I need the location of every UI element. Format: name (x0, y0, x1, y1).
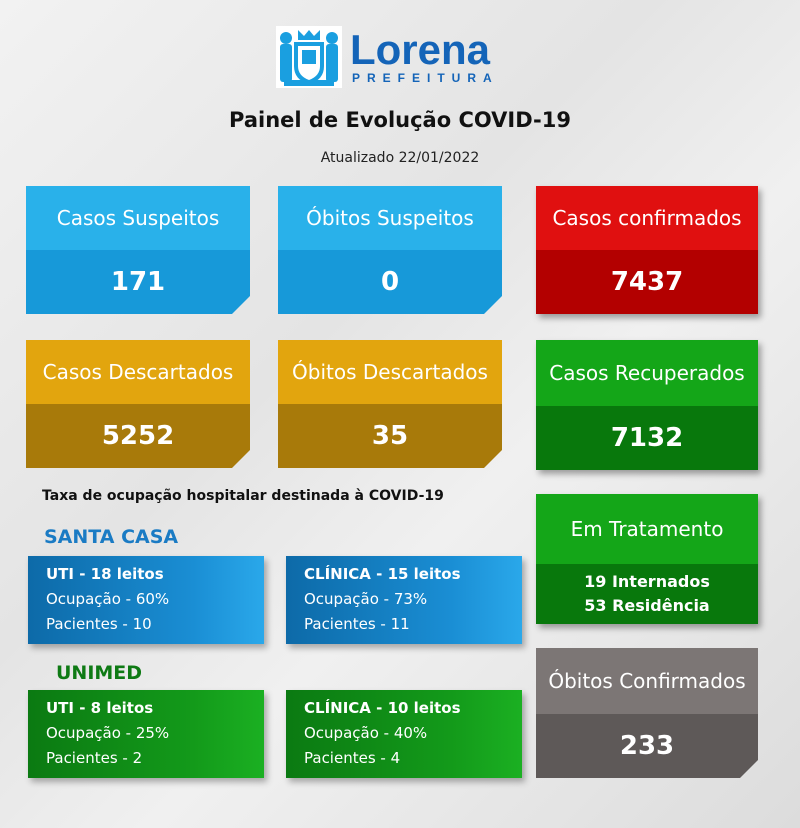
clinica-header: CLÍNICA - 15 leitos (304, 565, 461, 583)
card-obitos-suspeitos: Óbitos Suspeitos 0 (278, 186, 502, 314)
clinica-pacientes: Pacientes - 11 (304, 615, 410, 633)
santa-casa-uti: UTI - 18 leitos Ocupação - 60% Pacientes… (28, 556, 264, 644)
uti-pacientes: Pacientes - 2 (46, 749, 143, 767)
occupancy-title: Taxa de ocupação hospitalar destinada à … (42, 488, 444, 504)
card-casos-recuperados: Casos Recuperados 7132 (536, 340, 758, 470)
brand-name: Lorena (350, 26, 491, 73)
card-value: 233 (536, 714, 758, 778)
unimed-heading: UNIMED (56, 662, 143, 684)
card-value: 7437 (536, 250, 758, 314)
city-coat-of-arms-icon (276, 26, 342, 88)
card-casos-descartados: Casos Descartados 5252 (26, 340, 250, 468)
card-label: Casos Suspeitos (26, 186, 250, 250)
uti-header: UTI - 18 leitos (46, 565, 164, 583)
internados-count: 19 Internados (584, 572, 710, 591)
card-value: 5252 (26, 404, 250, 468)
lorena-logo: Lorena PREFEITURA (276, 26, 499, 88)
clinica-ocupacao: Ocupação - 73% (304, 590, 428, 608)
unimed-clinica: CLÍNICA - 10 leitos Ocupação - 40% Pacie… (286, 690, 522, 778)
brand-subtitle: PREFEITURA (352, 71, 499, 85)
uti-ocupacao: Ocupação - 60% (46, 590, 170, 608)
card-casos-suspeitos: Casos Suspeitos 171 (26, 186, 250, 314)
clinica-ocupacao: Ocupação - 40% (304, 724, 428, 742)
uti-pacientes: Pacientes - 10 (46, 615, 152, 633)
santa-casa-heading: SANTA CASA (44, 526, 179, 548)
clinica-pacientes: Pacientes - 4 (304, 749, 401, 767)
santa-casa-clinica: CLÍNICA - 15 leitos Ocupação - 73% Pacie… (286, 556, 522, 644)
card-obitos-descartados: Óbitos Descartados 35 (278, 340, 502, 468)
card-label: Casos Descartados (26, 340, 250, 404)
updated-date: Atualizado 22/01/2022 (320, 150, 480, 166)
card-label: Óbitos Descartados (278, 340, 502, 404)
card-em-tratamento: Em Tratamento 19 Internados 53 Residênci… (536, 494, 758, 624)
residencia-count: 53 Residência (584, 596, 710, 615)
uti-header: UTI - 8 leitos (46, 699, 154, 717)
card-value: 171 (26, 250, 250, 314)
uti-ocupacao: Ocupação - 25% (46, 724, 170, 742)
clinica-header: CLÍNICA - 10 leitos (304, 699, 461, 717)
card-label: Em Tratamento (536, 494, 758, 564)
unimed-uti: UTI - 8 leitos Ocupação - 25% Pacientes … (28, 690, 264, 778)
card-label: Óbitos Suspeitos (278, 186, 502, 250)
card-label: Casos Recuperados (536, 340, 758, 406)
card-value-group: 19 Internados 53 Residência (536, 564, 758, 624)
card-label: Casos confirmados (536, 186, 758, 250)
card-value: 0 (278, 250, 502, 314)
card-obitos-confirmados: Óbitos Confirmados 233 (536, 648, 758, 778)
card-casos-confirmados: Casos confirmados 7437 (536, 186, 758, 314)
card-value: 7132 (536, 406, 758, 470)
page-title: Painel de Evolução COVID-19 (229, 108, 571, 132)
card-label: Óbitos Confirmados (536, 648, 758, 714)
card-value: 35 (278, 404, 502, 468)
